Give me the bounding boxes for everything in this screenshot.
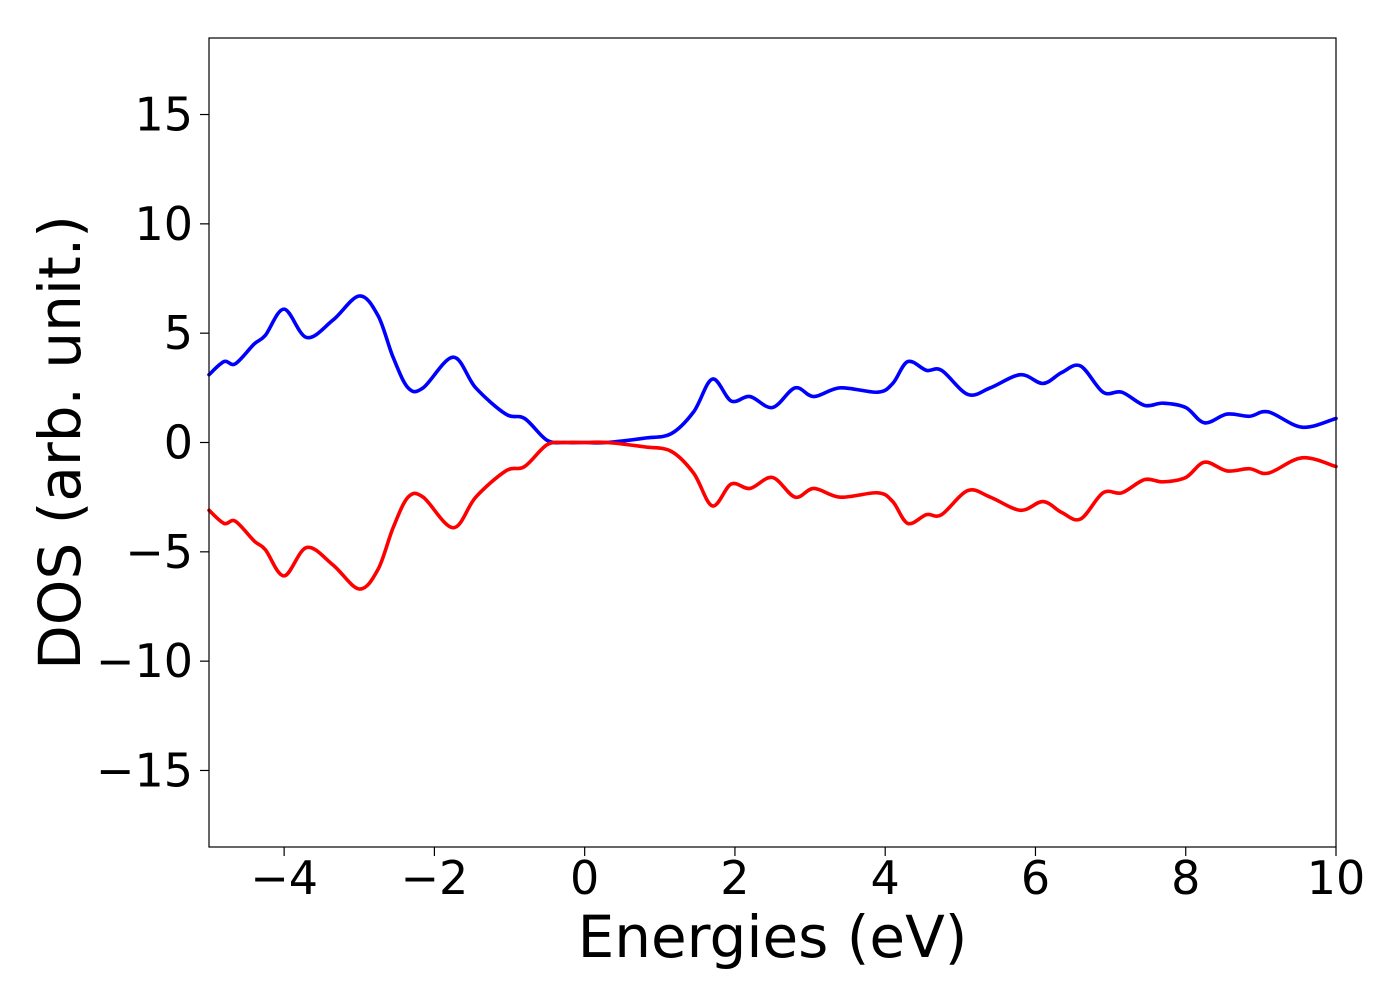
x-tick-label: −2 — [400, 851, 468, 905]
series-line-2 — [207, 440, 1338, 591]
plot-area-frame — [208, 37, 1337, 848]
x-tick-label: −4 — [250, 851, 318, 905]
y-tick-label: 5 — [164, 306, 193, 360]
y-tick-label: 15 — [134, 88, 193, 142]
y-axis-label: DOS (arb. unit.) — [26, 215, 94, 670]
y-axis-ticks: 15 10 5 0 −5 −10 −15 — [96, 88, 209, 797]
series-line-1 — [207, 294, 1338, 445]
x-axis-ticks: −4 −2 0 2 4 6 8 10 — [250, 847, 1365, 905]
y-tick-label: 0 — [164, 416, 193, 470]
y-tick-label: −10 — [96, 634, 193, 688]
y-tick-label: −15 — [96, 743, 193, 797]
x-tick-label: 0 — [570, 851, 599, 905]
y-tick-label: −5 — [125, 525, 193, 579]
x-tick-label: 4 — [871, 851, 900, 905]
x-tick-label: 2 — [720, 851, 749, 905]
y-tick-label: 10 — [134, 197, 193, 251]
x-tick-label: 8 — [1171, 851, 1200, 905]
x-tick-label: 6 — [1021, 851, 1050, 905]
x-axis-label: Energies (eV) — [578, 903, 968, 971]
x-tick-label: 10 — [1307, 851, 1366, 905]
series-layer — [207, 294, 1338, 591]
